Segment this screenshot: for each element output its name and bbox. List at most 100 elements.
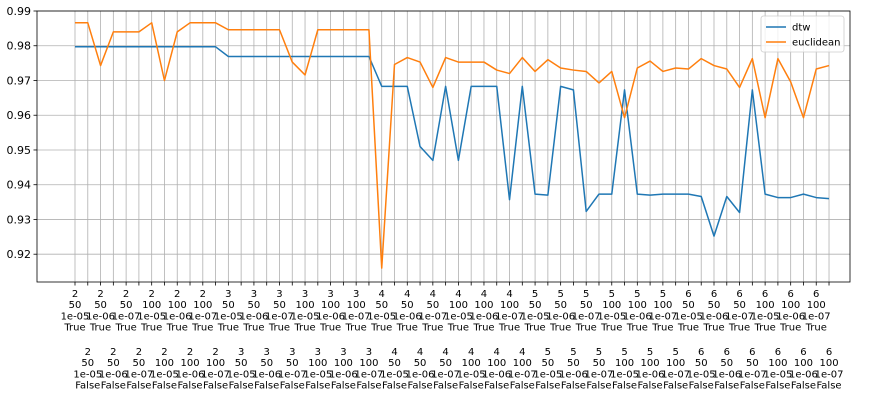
x-tick-label: 3 50 1e-05 False (227, 347, 256, 392)
x-tick-label-line: 5 (583, 289, 589, 300)
x-tick-label-line: False (638, 381, 663, 392)
x-tick-label-line: 100 (628, 300, 647, 311)
x-tick-label-line: 6 (711, 289, 717, 300)
x-tick-label-line: 50 (273, 300, 286, 311)
x-tick-label: 4 100 1e-07 False (508, 347, 537, 392)
x-tick-label-line: 1e-07 (188, 311, 217, 322)
x-tick-label: 3 50 1e-07 False (278, 347, 307, 392)
x-tick-label-line: 1e-07 (815, 369, 844, 380)
x-tick-label-line: 50 (529, 300, 542, 311)
x-tick-label-line: 100 (155, 358, 174, 369)
x-tick-label-line: 100 (168, 300, 187, 311)
x-tick-label-line: 1e-06 (559, 369, 588, 380)
x-tick-label-line: 1e-05 (751, 311, 780, 322)
x-tick-label-line: False (152, 381, 177, 392)
x-tick-label: 4 50 1e-05 True (367, 289, 396, 334)
x-tick-label-line: 1e-05 (533, 369, 562, 380)
x-tick-label-line: 1e-07 (265, 311, 294, 322)
x-tick-label-line: 6 (736, 289, 742, 300)
x-tick-label-line: True (268, 323, 290, 334)
x-tick-label-line: False (331, 381, 356, 392)
x-tick-label: 6 50 1e-05 True (674, 289, 703, 334)
y-tick-label: 0.98 (7, 40, 32, 53)
x-tick-label-line: True (728, 323, 750, 334)
y-tick-label: 0.96 (7, 109, 32, 122)
x-tick-label-line: True (114, 323, 136, 334)
x-tick-label-line: 50 (133, 358, 146, 369)
x-tick-label-line: False (586, 381, 611, 392)
x-tick-label: 4 100 1e-06 False (482, 347, 511, 392)
x-tick-label-line: 1e-07 (201, 369, 230, 380)
x-tick-label-line: True (345, 323, 367, 334)
x-tick-label-line: False (484, 381, 509, 392)
x-tick-label-line: 5 (672, 347, 678, 358)
x-tick-label-line: 50 (401, 300, 414, 311)
x-tick-label-line: 100 (794, 358, 813, 369)
x-tick-label-line: False (535, 381, 560, 392)
x-tick-label-line: True (140, 323, 162, 334)
x-tick-label-line: 3 (251, 289, 257, 300)
x-tick-label-line: True (677, 323, 699, 334)
x-tick-label-line: True (779, 323, 801, 334)
x-tick-label-line: 1e-06 (406, 369, 435, 380)
x-tick-label-line: 100 (474, 300, 493, 311)
x-tick-label-line: 50 (248, 300, 261, 311)
x-tick-label-line: 1e-07 (508, 369, 537, 380)
x-tick-label-line: 100 (513, 358, 532, 369)
x-tick-label-line: True (549, 323, 571, 334)
x-tick-label: 4 100 1e-05 True (444, 289, 473, 334)
x-tick-label-line: 50 (94, 300, 107, 311)
y-tick-label: 0.99 (7, 5, 32, 18)
y-tick-label: 0.94 (7, 179, 32, 192)
x-tick-label-line: 1e-07 (112, 311, 141, 322)
x-tick-label-line: 1e-07 (418, 311, 447, 322)
x-tick-label-line: 1e-06 (776, 311, 805, 322)
x-tick-label-line: 1e-06 (163, 311, 192, 322)
x-tick-label: 5 50 1e-05 False (533, 347, 562, 392)
x-tick-label-line: True (600, 323, 622, 334)
x-tick-label-line: 1e-05 (457, 369, 486, 380)
x-tick-label-line: False (75, 381, 100, 392)
x-tick-label-line: 3 (315, 347, 321, 358)
x-tick-label-line: True (370, 323, 392, 334)
x-tick-label-line: 50 (375, 300, 388, 311)
x-tick-label-line: 4 (468, 347, 474, 358)
x-tick-label-line: 4 (404, 289, 410, 300)
x-tick-label-line: 50 (222, 300, 235, 311)
x-tick-label-line: 1e-06 (239, 311, 268, 322)
x-tick-label-line: 1e-06 (623, 311, 652, 322)
legend: dtw euclidean (760, 15, 845, 53)
y-tick-label: 0.95 (7, 144, 32, 157)
x-tick-label: 4 50 1e-05 False (380, 347, 409, 392)
x-tick-label-line: 4 (494, 347, 500, 358)
x-tick-label-line: 100 (347, 300, 366, 311)
x-tick-label-line: False (663, 381, 688, 392)
x-tick-label-line: 50 (580, 300, 593, 311)
x-tick-label-line: 1e-05 (227, 369, 256, 380)
x-tick-label-line: 1e-05 (763, 369, 792, 380)
x-tick-label: 6 100 1e-07 True (802, 289, 831, 334)
x-tick-label-line: True (319, 323, 341, 334)
x-tick-label-line: 4 (455, 289, 461, 300)
x-tick-label-line: 1e-05 (73, 369, 102, 380)
x-tick-label-line: True (63, 323, 85, 334)
x-tick-label: 5 50 1e-07 True (572, 289, 601, 334)
x-tick-label: 6 50 1e-06 False (712, 347, 741, 392)
x-tick-label-line: 1e-05 (521, 311, 550, 322)
x-tick-label: 5 100 1e-07 True (648, 289, 677, 334)
x-tick-label-line: False (356, 381, 381, 392)
legend-frame (760, 15, 845, 53)
x-tick-label: 3 50 1e-06 True (239, 289, 268, 334)
x-tick-label-line: 4 (391, 347, 397, 358)
x-tick-label-line: 5 (647, 347, 653, 358)
x-tick-label-line: 50 (388, 358, 401, 369)
x-tick-label-line: 1e-05 (137, 311, 166, 322)
y-axis-ticks: 0.92 0.93 0.94 0.95 0.96 0.97 0.98 0.99 (7, 5, 37, 261)
x-tick-label: 3 100 1e-06 False (329, 347, 358, 392)
y-tick-label: 0.97 (7, 74, 32, 87)
x-tick-label: 2 50 1e-05 False (73, 347, 102, 392)
x-tick-label-line: 1e-05 (610, 369, 639, 380)
x-tick-label: 3 100 1e-05 False (303, 347, 332, 392)
x-tick-label-line: True (293, 323, 315, 334)
x-tick-label-line: True (217, 323, 239, 334)
